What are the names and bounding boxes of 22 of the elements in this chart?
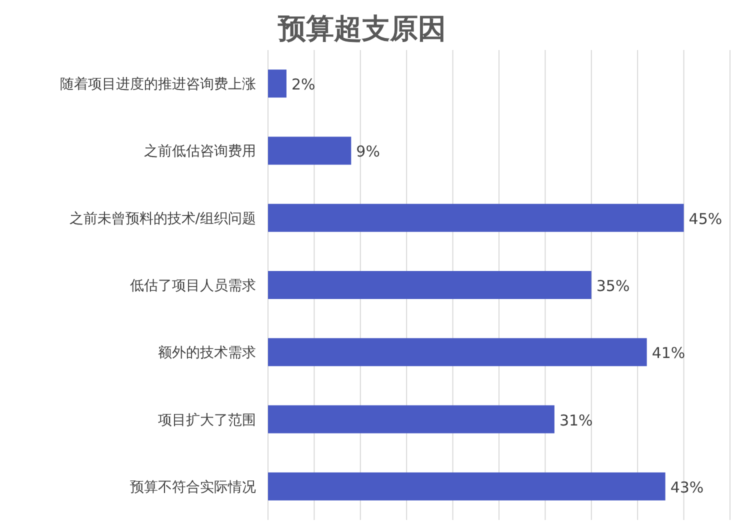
bar [268, 271, 592, 299]
y-tick-label: 之前低估咨询费用 [144, 144, 256, 160]
bar [268, 70, 286, 98]
data-label: 2% [291, 76, 316, 94]
data-label: 43% [670, 478, 704, 496]
bar [268, 136, 352, 165]
data-label: 41% [652, 344, 686, 362]
data-label: 45% [688, 210, 722, 228]
y-tick-label: 额外的技术需求 [158, 345, 256, 362]
data-label: 35% [596, 277, 630, 295]
chart-title: 预算超支原因 [277, 12, 446, 45]
y-tick-label: 之前未曾预料的技术/组织问题 [69, 210, 256, 227]
bar [268, 338, 647, 366]
bar [268, 204, 684, 232]
data-label: 9% [356, 142, 380, 161]
y-tick-label: 预算不符合实际情况 [130, 479, 256, 496]
y-tick-label: 项目扩大了范围 [158, 412, 256, 428]
bar [268, 405, 554, 434]
bar [268, 472, 666, 500]
y-tick-label: 低估了项目人员需求 [130, 278, 256, 294]
data-label: 31% [559, 411, 593, 430]
y-tick-label: 随着项目进度的推进咨询费上涨 [60, 76, 256, 93]
